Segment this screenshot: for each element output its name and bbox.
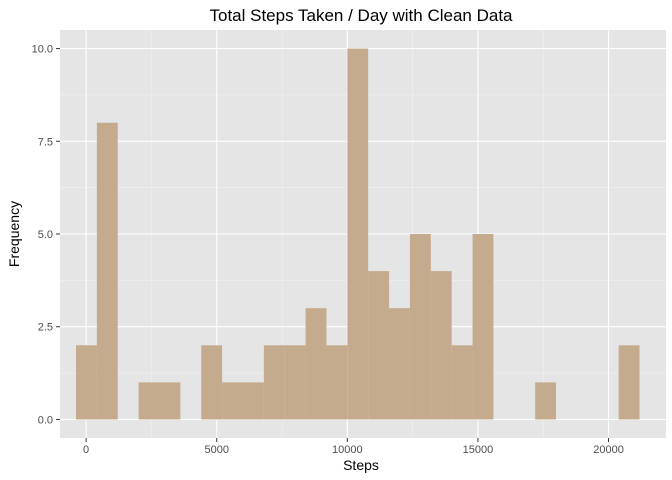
histogram-bar — [305, 308, 327, 420]
histogram-bar — [347, 48, 369, 420]
histogram-bar — [389, 308, 410, 420]
y-axis: 0.0 2.5 5.0 7.5 10.0 — [32, 44, 60, 426]
histogram-bar — [242, 382, 264, 420]
histogram-bar — [263, 345, 285, 420]
x-tick-label: 20000 — [593, 444, 624, 456]
histogram-bar — [284, 345, 306, 420]
histogram-bar — [201, 345, 223, 420]
y-tick-label: 7.5 — [38, 136, 53, 148]
histogram-bar — [409, 234, 431, 420]
histogram-bar — [96, 122, 118, 420]
histogram-bar — [326, 345, 348, 420]
x-tick-label: 10000 — [332, 444, 363, 456]
y-tick-label: 5.0 — [38, 229, 53, 241]
y-tick-label: 0.0 — [38, 414, 53, 426]
histogram-bar — [451, 345, 473, 420]
histogram-bar — [430, 271, 452, 420]
histogram-bar — [222, 382, 243, 420]
histogram-bar — [368, 271, 390, 420]
y-tick-label: 2.5 — [38, 322, 53, 334]
y-tick-label: 10.0 — [32, 44, 53, 56]
x-tick-label: 0 — [83, 444, 89, 456]
histogram-bar — [159, 382, 181, 420]
chart-title: Total Steps Taken / Day with Clean Data — [209, 6, 513, 25]
bars — [76, 48, 640, 420]
histogram-bar — [138, 382, 160, 420]
y-axis-title: Frequency — [6, 201, 22, 267]
histogram-bar — [472, 234, 494, 420]
histogram-bar — [535, 382, 557, 420]
x-tick-label: 5000 — [204, 444, 228, 456]
x-tick-label: 15000 — [463, 444, 494, 456]
histogram-bar — [76, 345, 97, 420]
x-axis-title: Steps — [343, 457, 379, 473]
histogram-bar — [618, 345, 640, 420]
x-axis: 0 5000 10000 15000 20000 — [83, 438, 624, 456]
